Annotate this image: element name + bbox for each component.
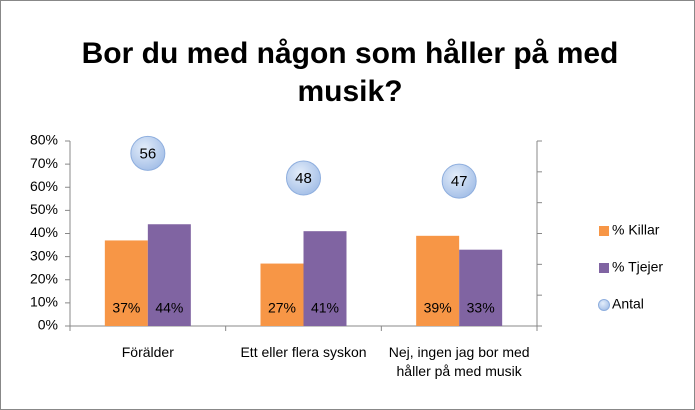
title-box: Bor du med någon som håller på med musik… (81, 37, 619, 108)
bubble (130, 135, 166, 171)
bubble (286, 160, 321, 196)
data-label: 33% (467, 300, 495, 316)
bubble-label: 47 (451, 173, 468, 190)
y-tick-label: 50% (30, 201, 58, 217)
bar (416, 235, 460, 326)
bubble (441, 163, 477, 199)
y-tick-label: 10% (30, 294, 58, 310)
x-tick-label: Förälder (121, 344, 174, 360)
y-tick-label: 80% (30, 132, 58, 148)
bubble-label: 48 (295, 170, 312, 187)
data-label: 27% (268, 300, 296, 316)
chart-title: Bor du med någon som håller på med musik… (81, 37, 619, 108)
y-tick-label: 0% (38, 317, 58, 333)
y-tick-label: 40% (30, 224, 58, 240)
legend-label: Antal (612, 296, 644, 312)
data-label: 44% (155, 300, 183, 316)
bar (260, 263, 304, 326)
data-label: 37% (112, 300, 140, 316)
bar (303, 231, 347, 326)
y-tick-label: 60% (30, 178, 58, 194)
y-tick-label: 20% (30, 270, 58, 286)
legend-label: % Killar (612, 222, 660, 238)
x-tick-label: Nej, ingen jag bor med håller på med mus… (388, 344, 530, 379)
bubble-label: 56 (139, 145, 156, 162)
x-tick-label: Ett eller flera syskon (240, 344, 367, 360)
bar (147, 224, 191, 326)
y-tick-label: 70% (30, 155, 58, 171)
legend-swatch (599, 263, 609, 273)
bar (459, 249, 503, 326)
data-label: 39% (424, 300, 452, 316)
y-tick-label: 30% (30, 247, 58, 263)
bar (104, 240, 148, 326)
data-label: 41% (311, 300, 339, 316)
legend-label: % Tjejer (612, 259, 663, 275)
legend-swatch (599, 226, 609, 236)
legend-swatch (598, 299, 610, 311)
